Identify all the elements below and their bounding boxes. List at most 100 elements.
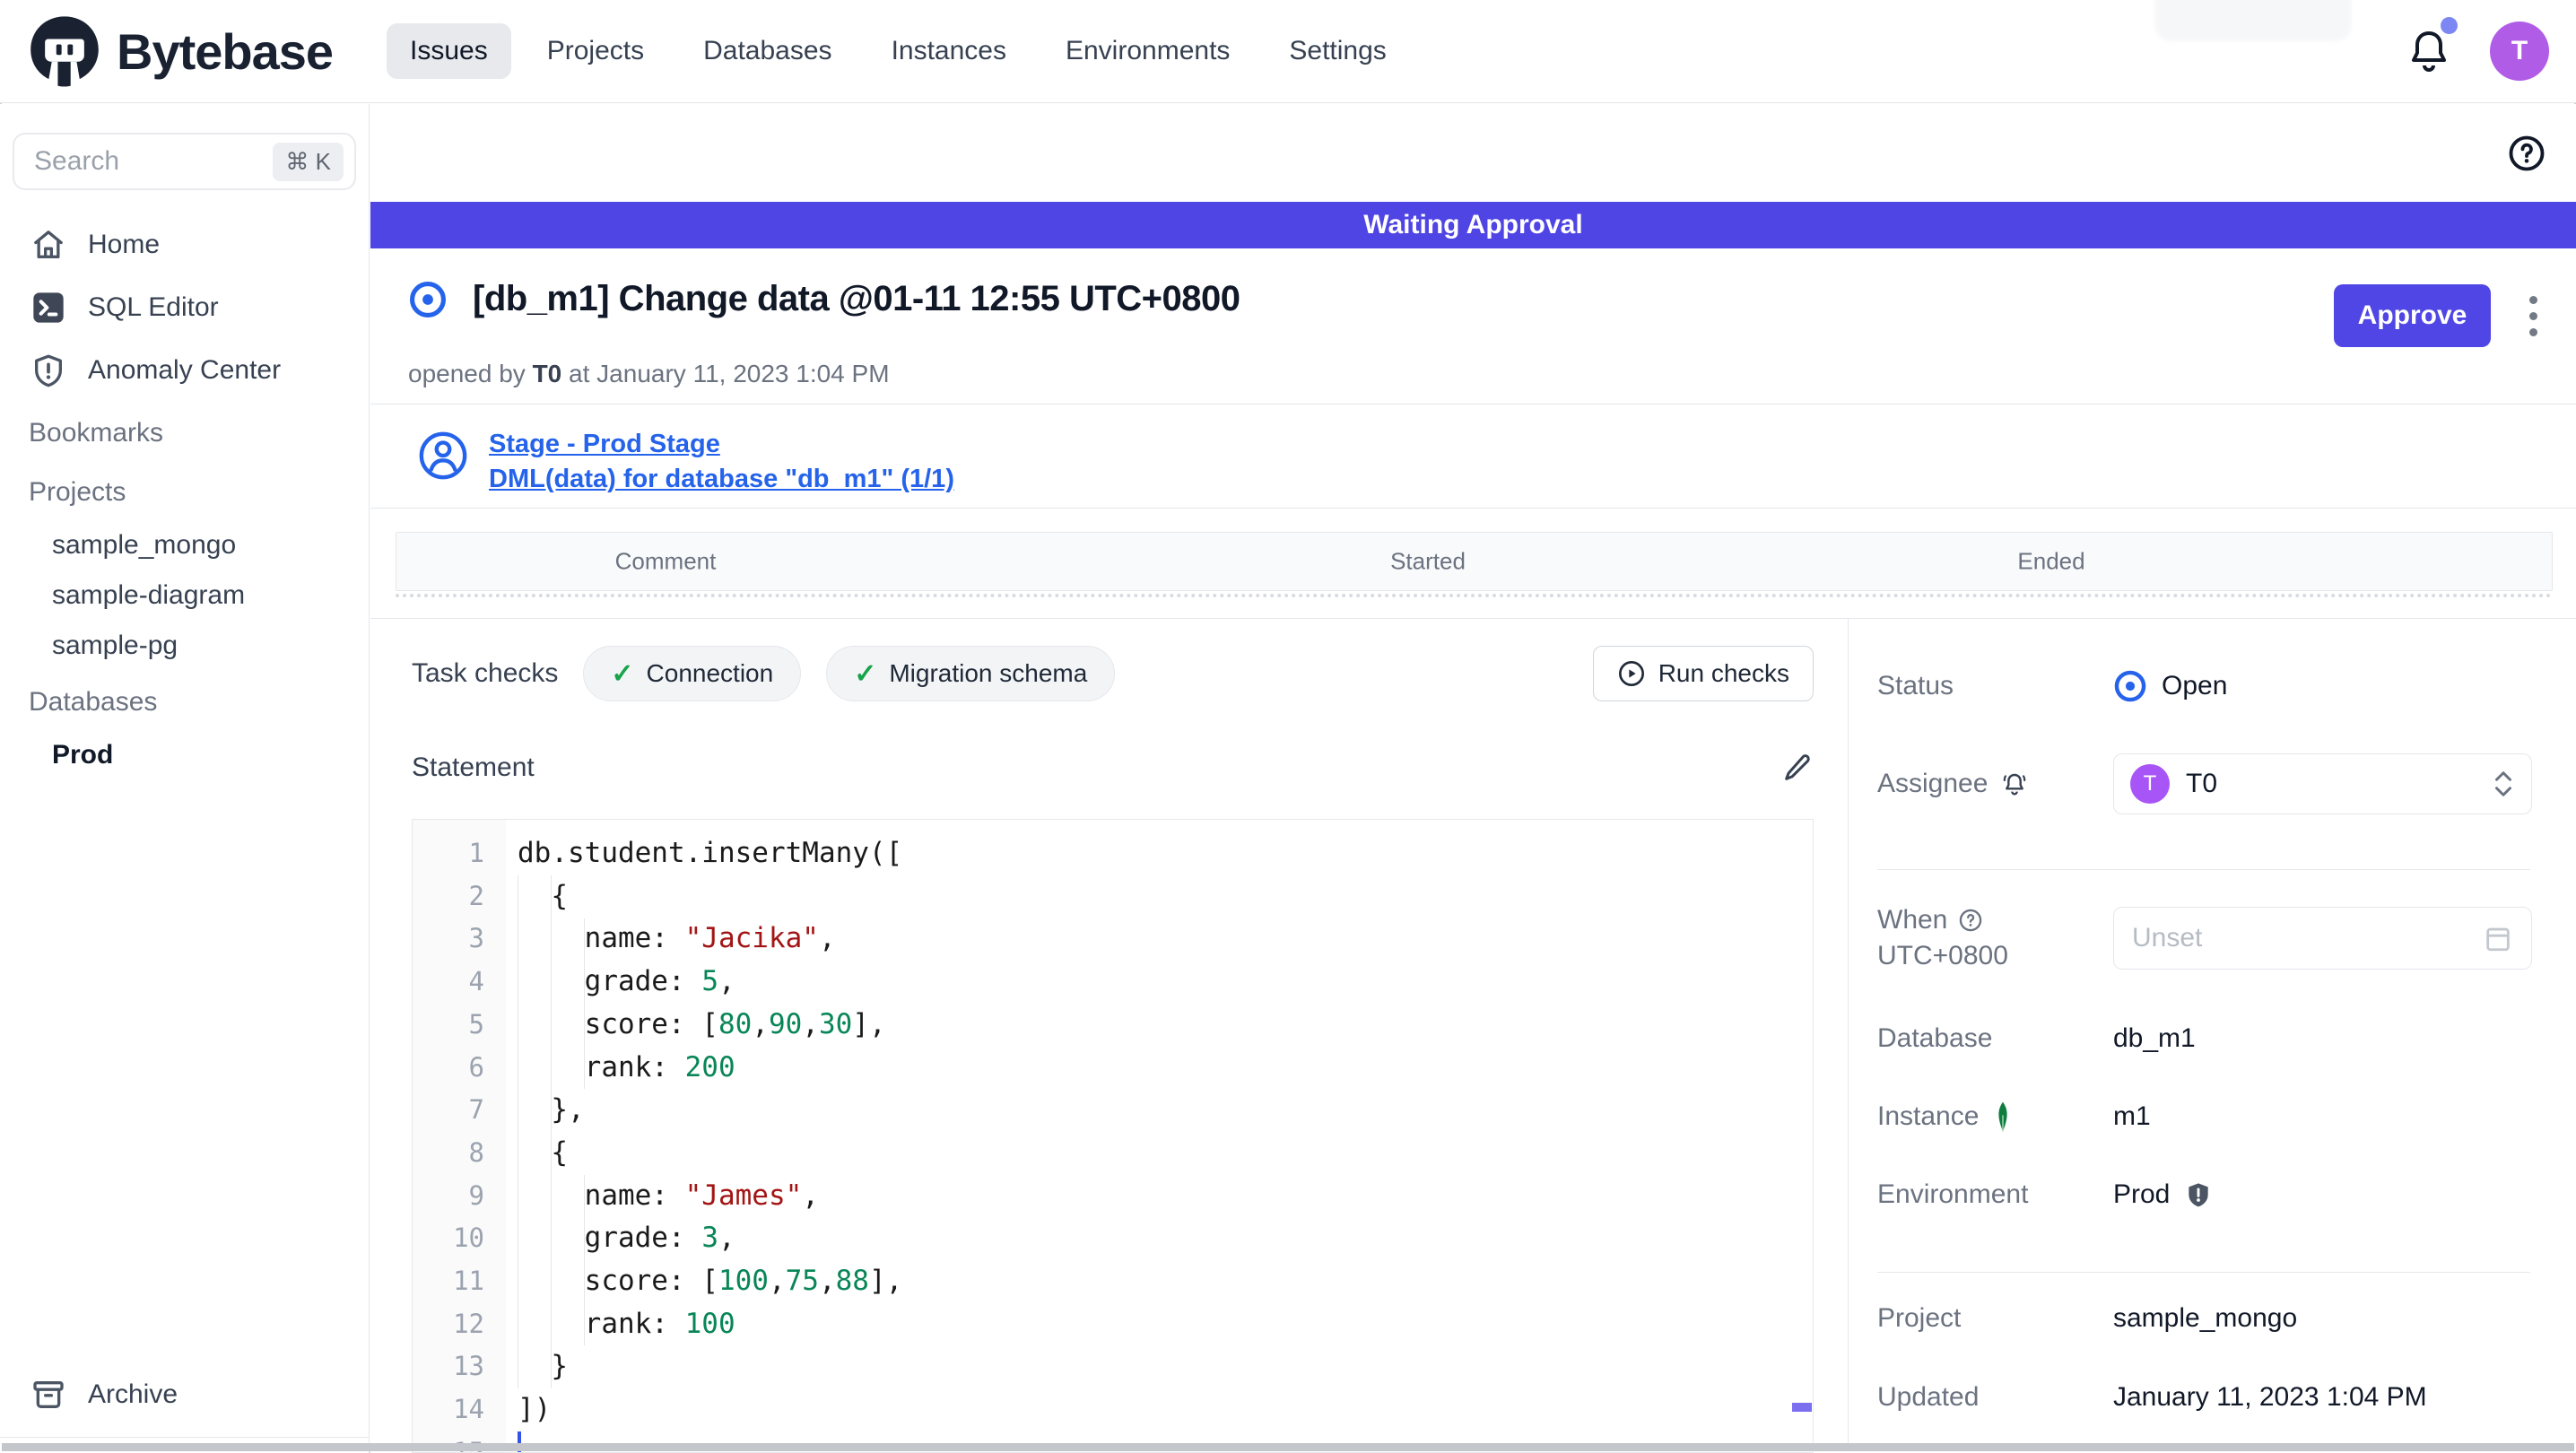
- code-line: 6 rank: 200: [413, 1047, 1813, 1090]
- line-number: 9: [468, 1179, 484, 1211]
- sidebar-search: ⌘ K: [13, 133, 356, 190]
- check-passed-icon: ✓: [854, 658, 877, 689]
- search-input[interactable]: [34, 146, 274, 177]
- editor-scrollbar-thumb[interactable]: [1792, 1403, 1812, 1412]
- calendar-icon: [2483, 923, 2513, 953]
- column-comment: Comment: [614, 547, 717, 575]
- task-checks-label: Task checks: [412, 658, 559, 688]
- sidebar-item-archive[interactable]: Archive: [0, 1353, 369, 1437]
- line-number: 14: [453, 1394, 484, 1425]
- bytebase-logo[interactable]: Bytebase: [27, 13, 334, 89]
- topbar-right: T: [2154, 0, 2549, 81]
- sql-editor-icon: [29, 290, 68, 326]
- activity-table-header: Comment Started Ended: [396, 532, 2553, 591]
- sidebar: ⌘ K Home SQL Editor Anomaly Center Bookm…: [0, 104, 370, 1453]
- assignee-label: Assignee: [1877, 769, 2113, 799]
- sidebar-project-sample-pg[interactable]: sample-pg: [52, 631, 178, 660]
- status-value: Open: [2113, 669, 2227, 703]
- issue-author: T0: [532, 360, 562, 387]
- sidebar-item-label: Home: [88, 230, 161, 259]
- issue-header: [db_m1] Change data @01-11 12:55 UTC+080…: [370, 248, 2576, 404]
- stage-link[interactable]: Stage - Prod Stage: [489, 430, 720, 458]
- column-ended: Ended: [2017, 547, 2085, 575]
- nav-settings[interactable]: Settings: [1289, 36, 1387, 65]
- anomaly-shield-icon: [29, 352, 68, 388]
- projects-heading: Projects: [29, 477, 126, 507]
- line-number: 11: [453, 1266, 484, 1297]
- nav-projects[interactable]: Projects: [546, 36, 645, 65]
- issue-details-panel: Status Open Assignee: [1849, 619, 2576, 1451]
- code-line: 13 }: [413, 1345, 1813, 1388]
- nav-environments[interactable]: Environments: [1065, 36, 1231, 65]
- sidebar-project-sample-mongo[interactable]: sample_mongo: [52, 530, 237, 560]
- faded-highlight: [2154, 0, 2352, 41]
- issue-title: [db_m1] Change data @01-11 12:55 UTC+080…: [473, 279, 1240, 318]
- when-label: When UTC+0800: [1877, 905, 2008, 970]
- bytebase-logo-icon: [27, 13, 102, 89]
- play-circle-icon: [1617, 659, 1646, 688]
- code-line: 8 {: [413, 1132, 1813, 1175]
- text-cursor: [518, 1431, 521, 1452]
- line-number: 8: [468, 1136, 484, 1168]
- nav-instances[interactable]: Instances: [891, 36, 1006, 65]
- code-line: 2 {: [413, 875, 1813, 918]
- line-number: 6: [468, 1051, 484, 1083]
- column-started: Started: [1390, 547, 1466, 575]
- when-help-icon: [1958, 908, 1983, 933]
- archive-section: Archive: [0, 1353, 369, 1438]
- task-link[interactable]: DML(data) for database "db_m1" (1/1): [489, 465, 954, 493]
- brand-name: Bytebase: [117, 22, 334, 80]
- status-label: Status: [1877, 671, 1954, 700]
- code-line: 12 rank: 100: [413, 1303, 1813, 1346]
- line-number: 13: [453, 1351, 484, 1382]
- horizontal-scrollbar[interactable]: [2, 1443, 2574, 1451]
- stage-section: Stage - Prod Stage DML(data) for databas…: [370, 404, 2576, 509]
- updated-label: Updated: [1877, 1382, 1980, 1412]
- sidebar-item-sql-editor[interactable]: SQL Editor: [0, 276, 369, 339]
- project-value: sample_mongo: [2113, 1303, 2298, 1333]
- open-status-icon: [2113, 669, 2147, 703]
- panel-divider: [1877, 869, 2530, 870]
- sidebar-item-anomaly-center[interactable]: Anomaly Center: [0, 339, 369, 402]
- issue-open-status-icon: [408, 280, 448, 319]
- notifications-bell-icon[interactable]: [2407, 17, 2458, 74]
- sidebar-database-prod[interactable]: Prod: [52, 740, 114, 770]
- help-icon[interactable]: [2508, 135, 2546, 172]
- statement-code-editor[interactable]: 1 db.student.insertMany([2 {3 name: "Jaci…: [412, 819, 1814, 1453]
- user-avatar[interactable]: T: [2490, 22, 2549, 81]
- run-checks-button[interactable]: Run checks: [1592, 646, 1814, 701]
- assignee-avatar: T: [2130, 764, 2170, 804]
- code-line: 5 score: [80,90,30],: [413, 1004, 1813, 1047]
- when-datetime-input[interactable]: [2113, 907, 2532, 970]
- when-timezone: UTC+0800: [1877, 941, 2008, 970]
- code-line: 14]): [413, 1388, 1813, 1431]
- edit-pencil-icon[interactable]: [1781, 752, 1814, 784]
- check-migration-schema[interactable]: ✓ Migration schema: [826, 646, 1116, 701]
- assignee-value: T0: [2186, 769, 2218, 798]
- when-input[interactable]: [2132, 923, 2483, 953]
- main-content: Waiting Approval [db_m1] Change data @01…: [370, 104, 2576, 1453]
- nav-databases[interactable]: Databases: [703, 36, 832, 65]
- line-number: 4: [468, 966, 484, 997]
- instance-label: Instance: [1877, 1101, 2113, 1133]
- code-line: 10 grade: 3,: [413, 1217, 1813, 1260]
- environment-label: Environment: [1877, 1179, 2029, 1209]
- code-line: 9 name: "James",: [413, 1175, 1813, 1218]
- statement-label: Statement: [412, 753, 535, 782]
- top-bar: Bytebase Issues Projects Databases Insta…: [0, 0, 2576, 103]
- activity-table-section: Comment Started Ended: [370, 509, 2576, 619]
- archive-icon: [29, 1377, 68, 1413]
- line-number: 7: [468, 1094, 484, 1126]
- nav-issues[interactable]: Issues: [387, 23, 511, 79]
- assignee-select[interactable]: T T0: [2113, 753, 2532, 814]
- line-number: 12: [453, 1308, 484, 1339]
- sidebar-project-sample-diagram[interactable]: sample-diagram: [52, 580, 246, 610]
- line-number: 10: [453, 1222, 484, 1254]
- check-connection[interactable]: ✓ Connection: [583, 646, 802, 701]
- approve-button[interactable]: Approve: [2334, 284, 2491, 347]
- sidebar-item-home[interactable]: Home: [0, 213, 369, 276]
- more-options-kebab-icon[interactable]: [2515, 284, 2551, 347]
- content-header: [370, 104, 2576, 202]
- environment-value: Prod: [2113, 1179, 2213, 1210]
